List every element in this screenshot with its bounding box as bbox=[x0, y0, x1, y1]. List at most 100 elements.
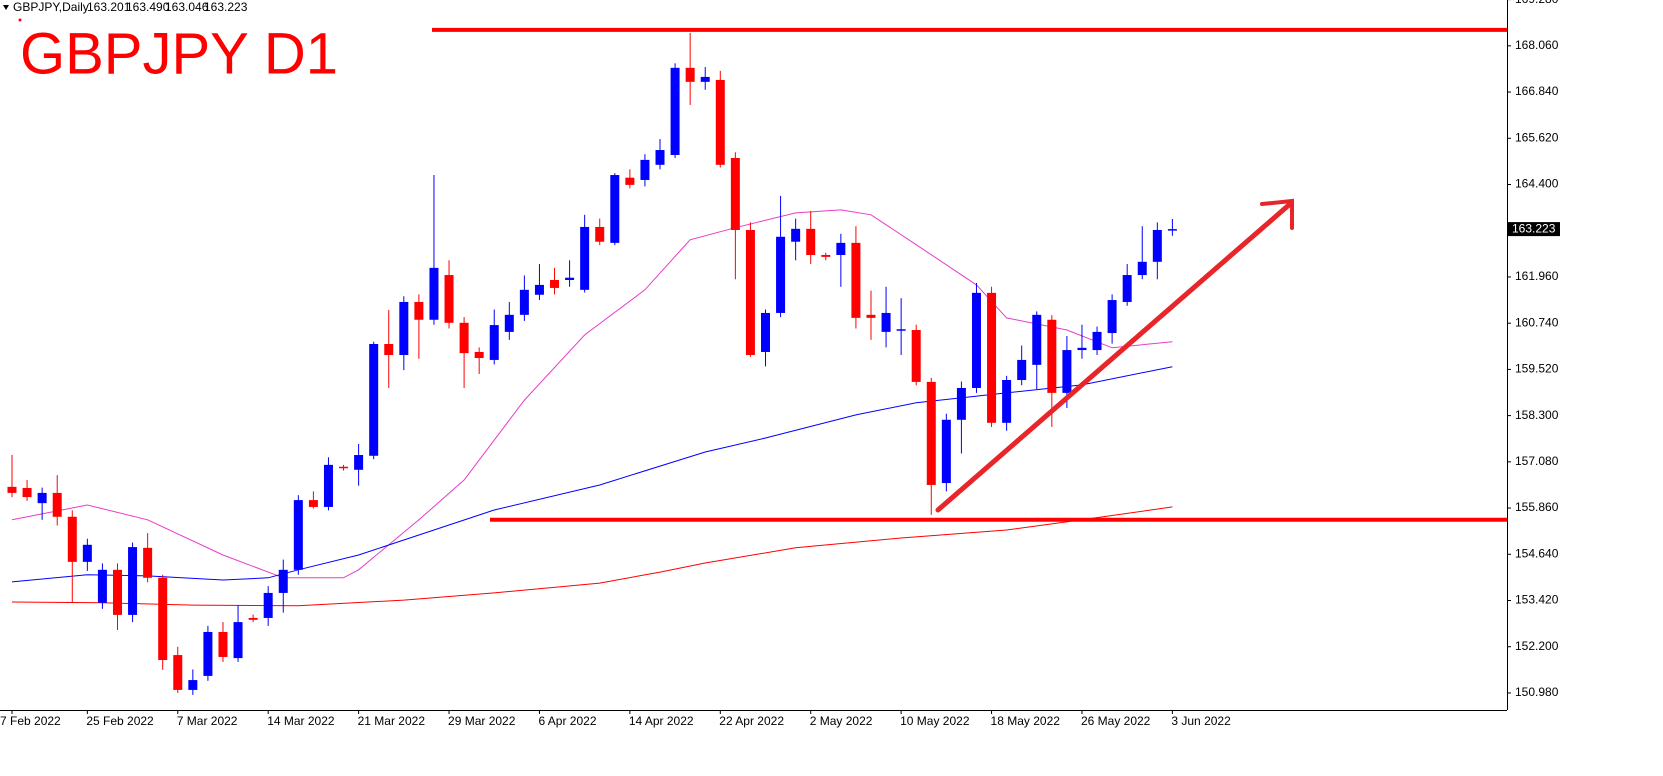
candle-body bbox=[745, 229, 755, 355]
chart-title: GBPJPY D1 bbox=[20, 21, 338, 86]
x-tick-label: 2 May 2022 bbox=[810, 714, 873, 728]
candle-body bbox=[504, 314, 514, 332]
y-tick-label: 155.860 bbox=[1515, 500, 1559, 514]
y-tick-label: 166.840 bbox=[1515, 84, 1559, 98]
candle-body bbox=[158, 577, 168, 660]
candle-body bbox=[459, 322, 469, 354]
candle-body bbox=[188, 680, 198, 690]
candle-body bbox=[339, 466, 349, 469]
moving-average bbox=[11, 506, 1173, 607]
candle-body bbox=[670, 67, 680, 155]
candle-body bbox=[715, 79, 725, 165]
candle-body bbox=[218, 631, 228, 657]
candle-body bbox=[399, 301, 409, 355]
candle-body bbox=[248, 617, 258, 620]
candle-body bbox=[987, 292, 997, 423]
candle-body bbox=[1167, 229, 1177, 231]
candle-body bbox=[761, 312, 770, 352]
y-tick-label: 158.300 bbox=[1515, 408, 1559, 422]
candle-body bbox=[263, 592, 273, 618]
x-tick-label: 10 May 2022 bbox=[900, 714, 970, 728]
price-label-box bbox=[1508, 222, 1560, 237]
y-tick-label: 168.060 bbox=[1515, 38, 1559, 52]
candle-body bbox=[550, 279, 560, 288]
candle-body bbox=[685, 67, 695, 82]
x-tick-label: 29 Mar 2022 bbox=[448, 714, 516, 728]
candle-body bbox=[22, 487, 32, 498]
x-tick-label: 7 Mar 2022 bbox=[177, 714, 238, 728]
y-tick-label: 164.400 bbox=[1515, 177, 1559, 191]
candle-body bbox=[384, 344, 394, 355]
price-label: 163.223 bbox=[1512, 221, 1556, 235]
candle-body bbox=[1032, 314, 1042, 365]
x-tick-label: 21 Mar 2022 bbox=[358, 714, 426, 728]
y-tick-label: 153.420 bbox=[1515, 593, 1559, 607]
candle-body bbox=[233, 622, 243, 659]
moving-average bbox=[11, 209, 1173, 579]
candle-body bbox=[519, 289, 529, 315]
x-tick-label: 14 Apr 2022 bbox=[629, 714, 694, 728]
candle-body bbox=[926, 381, 936, 485]
candle-body bbox=[1062, 350, 1072, 393]
candle-body bbox=[881, 312, 891, 332]
plot bbox=[7, 27, 1507, 695]
candle-body bbox=[112, 569, 122, 615]
candle-body bbox=[1137, 261, 1147, 276]
candle-body bbox=[956, 387, 966, 420]
x-tick-label: 3 Jun 2022 bbox=[1171, 714, 1231, 728]
candle-body bbox=[610, 175, 620, 243]
candle-body bbox=[293, 500, 303, 570]
candle-body bbox=[67, 516, 77, 562]
candle-body bbox=[143, 547, 153, 578]
candle-body bbox=[625, 177, 635, 185]
candle-body bbox=[278, 569, 288, 593]
x-tick-label: 22 Apr 2022 bbox=[719, 714, 784, 728]
candle-body bbox=[565, 277, 575, 280]
candle-body bbox=[1122, 275, 1132, 302]
candle-body bbox=[851, 242, 861, 318]
candle-body bbox=[730, 157, 740, 230]
candle-body bbox=[354, 455, 364, 470]
candle-body bbox=[173, 655, 183, 690]
candle-body bbox=[308, 500, 318, 507]
candle-body bbox=[1092, 331, 1102, 351]
candle-body bbox=[7, 486, 17, 493]
y-tick-label: 161.960 bbox=[1515, 269, 1559, 283]
candle-body bbox=[866, 314, 876, 318]
candle-body bbox=[911, 329, 921, 382]
y-tick-label: 150.980 bbox=[1515, 685, 1559, 699]
candle-body bbox=[896, 329, 906, 331]
trend-arrow bbox=[935, 198, 1294, 513]
candle-body bbox=[1107, 300, 1117, 334]
x-tick-label: 14 Mar 2022 bbox=[267, 714, 335, 728]
candle-body bbox=[1002, 380, 1012, 423]
x-tick-label: 18 May 2022 bbox=[991, 714, 1061, 728]
candle-body bbox=[369, 344, 379, 456]
candle-body bbox=[640, 159, 650, 180]
candle-body bbox=[1152, 229, 1162, 262]
header-low: 163.046 bbox=[165, 0, 209, 14]
candle-body bbox=[97, 569, 107, 603]
candle-body bbox=[323, 464, 333, 507]
x-tick-label: 25 Feb 2022 bbox=[86, 714, 154, 728]
header-close: 163.223 bbox=[204, 0, 248, 14]
trend-line bbox=[935, 201, 1293, 513]
candle-body bbox=[971, 292, 981, 388]
y-tick-label: 157.080 bbox=[1515, 454, 1559, 468]
candle-body bbox=[52, 492, 62, 517]
candle-body bbox=[941, 419, 951, 484]
arrow-head bbox=[1260, 198, 1294, 230]
y-tick-label: 165.620 bbox=[1515, 130, 1559, 144]
candle-body bbox=[806, 228, 816, 255]
y-tick-label: 152.200 bbox=[1515, 639, 1559, 653]
candle-body bbox=[1047, 319, 1057, 393]
candle-body bbox=[474, 351, 484, 359]
candle-body bbox=[203, 631, 213, 676]
y-tick-label: 160.740 bbox=[1515, 315, 1559, 329]
header-marker bbox=[3, 5, 9, 10]
y-tick-label: 159.520 bbox=[1515, 362, 1559, 376]
candle-body bbox=[489, 325, 499, 360]
x-tick-label: 7 Feb 2022 bbox=[0, 714, 61, 728]
